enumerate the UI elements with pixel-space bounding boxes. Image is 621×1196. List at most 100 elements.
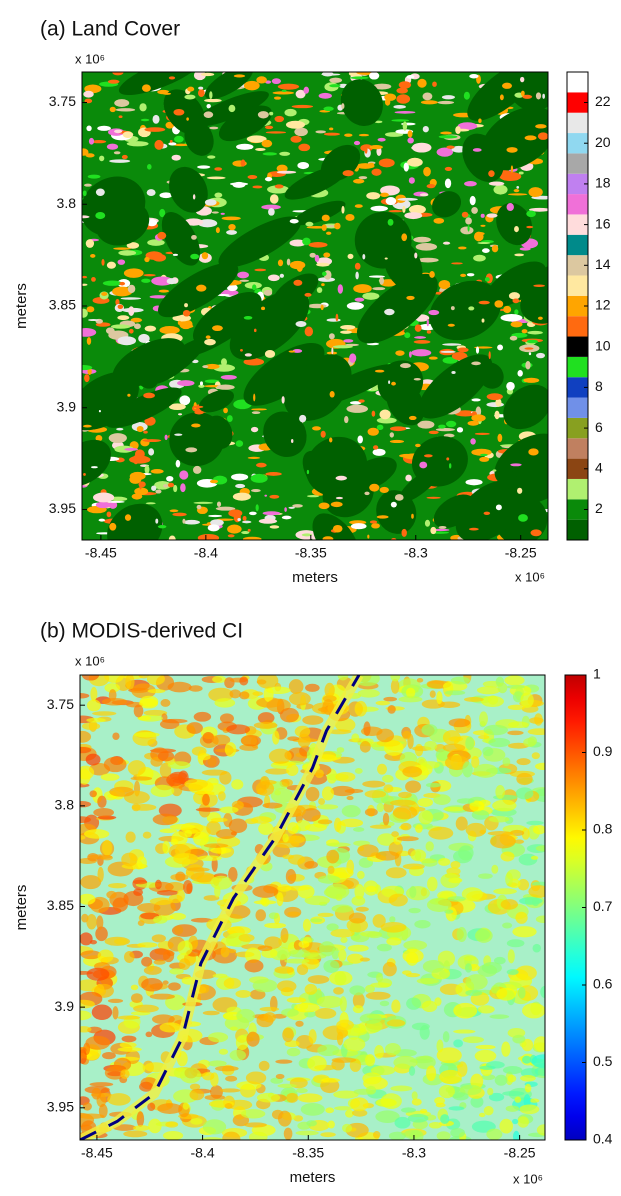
map-patch — [332, 345, 353, 349]
map-patch — [264, 125, 274, 130]
map-patch — [279, 273, 285, 278]
colorbar-class — [567, 417, 588, 439]
map-patch — [281, 515, 292, 520]
map-patch — [212, 325, 223, 332]
map-patch — [384, 257, 388, 260]
map-patch — [331, 1057, 357, 1063]
map-patch — [516, 758, 531, 766]
map-patch — [358, 133, 370, 137]
map-patch — [316, 287, 323, 293]
map-patch — [472, 148, 482, 152]
map-patch — [139, 103, 147, 112]
map-patch — [444, 178, 452, 189]
map-patch — [177, 320, 182, 325]
colorbar-tick-label: 4 — [595, 459, 603, 475]
map-patch — [453, 1029, 476, 1034]
map-patch — [143, 274, 156, 277]
map-patch — [126, 242, 140, 249]
map-patch — [429, 690, 436, 698]
map-patch — [141, 978, 163, 992]
map-patch — [130, 317, 143, 323]
map-patch — [519, 247, 531, 251]
map-patch — [513, 839, 525, 844]
map-patch — [146, 675, 165, 685]
map-patch — [535, 845, 545, 852]
map-patch — [367, 427, 379, 436]
map-patch — [80, 950, 102, 960]
map-patch — [411, 1098, 422, 1106]
map-patch — [204, 72, 253, 99]
map-patch — [398, 791, 412, 799]
map-patch — [104, 683, 120, 693]
map-patch — [172, 253, 178, 256]
map-patch — [435, 748, 452, 761]
map-patch — [145, 502, 156, 505]
map-patch — [207, 155, 216, 159]
map-patch — [203, 843, 229, 848]
map-patch — [197, 855, 222, 861]
y-tick-label: 3.85 — [47, 897, 74, 913]
map-patch — [540, 985, 545, 998]
map-patch — [157, 751, 175, 762]
map-patch — [480, 224, 486, 227]
map-patch — [317, 875, 341, 884]
map-patch — [529, 1098, 540, 1103]
map-patch — [167, 761, 191, 770]
map-patch — [293, 200, 346, 226]
map-patch — [224, 1103, 233, 1109]
map-patch — [82, 439, 111, 487]
map-patch — [526, 339, 539, 344]
map-patch — [514, 253, 525, 257]
map-patch — [457, 347, 469, 353]
map-patch — [375, 1110, 400, 1123]
map-patch — [434, 1097, 446, 1105]
map-patch — [497, 682, 508, 694]
map-patch — [210, 875, 233, 890]
map-patch — [359, 741, 371, 753]
map-patch — [297, 161, 310, 170]
map-patch — [326, 729, 352, 735]
map-patch — [196, 504, 202, 510]
map-patch — [411, 1091, 418, 1100]
map-patch — [391, 381, 396, 386]
map-patch — [202, 365, 209, 369]
map-patch — [284, 958, 310, 964]
map-patch — [258, 822, 274, 835]
map-patch — [522, 94, 533, 99]
map-patch — [173, 143, 190, 147]
map-patch — [262, 511, 281, 516]
map-patch — [136, 856, 147, 870]
map-patch — [91, 277, 96, 282]
map-patch — [292, 504, 303, 508]
map-patch — [296, 1088, 308, 1094]
map-patch — [152, 253, 167, 262]
map-patch — [391, 537, 397, 540]
map-patch — [98, 409, 101, 413]
map-patch — [487, 695, 499, 705]
map-patch — [503, 305, 512, 314]
map-patch — [410, 849, 427, 862]
map-patch — [353, 284, 372, 294]
map-patch — [229, 1049, 247, 1061]
map-patch — [471, 809, 490, 820]
map-patch — [325, 1107, 335, 1114]
map-patch — [512, 298, 520, 304]
colorbar-class — [567, 458, 588, 479]
map-patch — [478, 300, 490, 305]
map-patch — [257, 712, 275, 724]
map-patch — [532, 943, 541, 953]
map-patch — [390, 426, 407, 432]
map-patch — [123, 1130, 148, 1138]
map-patch — [219, 1088, 241, 1093]
map-patch — [326, 923, 339, 931]
map-patch — [425, 841, 434, 852]
map-patch — [453, 1002, 478, 1019]
colorbar-class — [567, 214, 588, 235]
map-patch — [269, 525, 280, 529]
map-patch — [108, 689, 117, 702]
map-patch — [223, 407, 228, 414]
map-patch — [141, 956, 153, 967]
map-patch — [528, 187, 543, 198]
x-tick-label: -8.3 — [404, 545, 428, 561]
map-patch — [286, 764, 299, 776]
